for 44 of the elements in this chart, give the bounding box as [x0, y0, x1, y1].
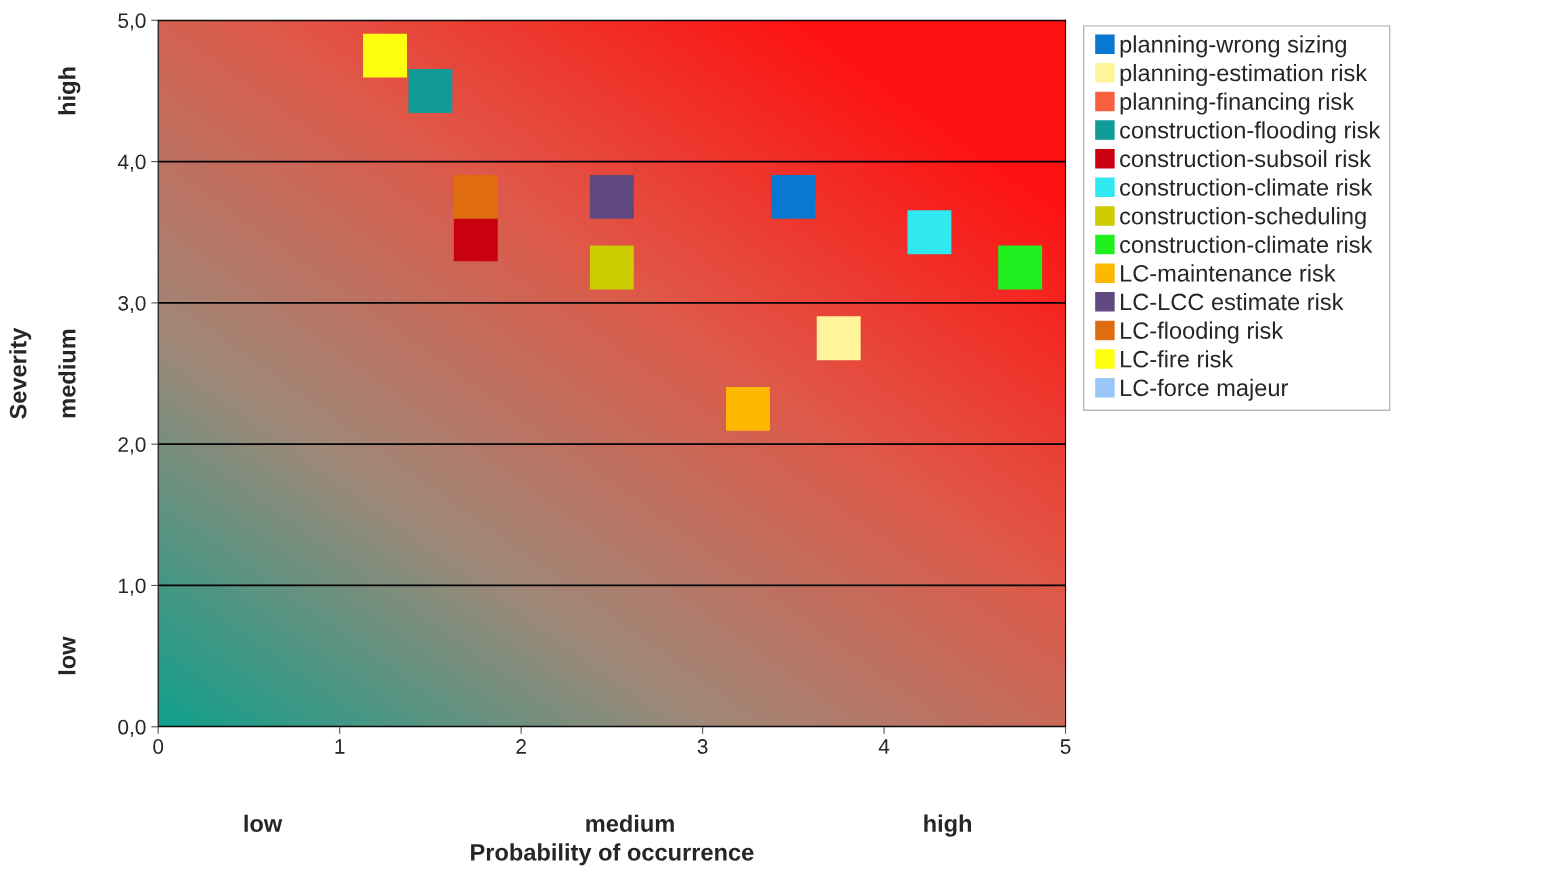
- legend-label: planning-wrong sizing: [1120, 35, 1346, 58]
- point: [998, 245, 1043, 290]
- legend-label: LC-maintenance risk: [1121, 264, 1336, 282]
- legend-label: construction-scheduling: [1120, 207, 1366, 230]
- x-axis-title: Probability of occurrence: [471, 843, 754, 866]
- point: [726, 386, 770, 431]
- y-tick-label: 4,0: [117, 154, 146, 172]
- legend-label: construction-climate risk: [1120, 178, 1373, 196]
- text: low: [244, 814, 283, 833]
- legend-label: LC-LCC estimate risk: [1121, 292, 1344, 311]
- point: [589, 245, 634, 290]
- y-axis-title: Severity: [9, 327, 32, 419]
- legend-label: planning-financing risk: [1120, 92, 1355, 115]
- text: high: [58, 67, 81, 115]
- x-tick-label: 3: [697, 739, 708, 754]
- y-tick-label: 0,0: [118, 719, 146, 737]
- text: medium: [58, 329, 76, 418]
- point: [907, 210, 952, 255]
- legend-label: planning-estimation risk: [1120, 63, 1368, 86]
- text: medium: [586, 814, 674, 833]
- point: [453, 174, 498, 219]
- legend-label: LC-flooding risk: [1121, 321, 1284, 344]
- y-tick-label: 5,0: [118, 13, 146, 31]
- point: [363, 33, 407, 78]
- text: low: [58, 636, 76, 675]
- point: [589, 174, 634, 219]
- x-tick-label: 5: [1060, 739, 1071, 754]
- legend-label: construction-flooding risk: [1120, 121, 1381, 144]
- x-tick-label: 0: [153, 739, 164, 754]
- legend-label: construction-subsoil risk: [1120, 149, 1372, 168]
- text: high: [924, 814, 972, 837]
- y-tick-label: 2,0: [118, 437, 146, 455]
- x-tick-label: 2: [516, 739, 526, 754]
- x-tick-label: 4: [878, 739, 890, 754]
- point: [453, 217, 498, 262]
- legend-label: LC-force majeur: [1121, 378, 1288, 401]
- legend-label: LC-fire risk: [1121, 350, 1234, 368]
- legend-label: construction-climate risk: [1120, 235, 1373, 254]
- y-tick-label: 1,0: [119, 578, 146, 596]
- point: [816, 316, 861, 361]
- point: [771, 174, 816, 219]
- x-tick-label: 1: [335, 739, 345, 754]
- y-tick-label: 3,0: [118, 295, 146, 314]
- point: [408, 68, 453, 113]
